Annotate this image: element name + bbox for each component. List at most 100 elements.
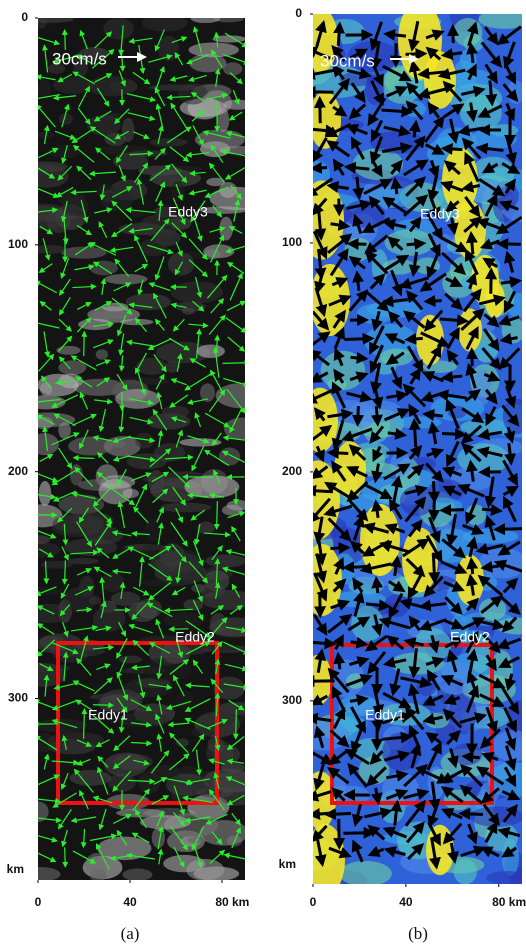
texture [25, 604, 72, 623]
texture [102, 190, 133, 211]
texture [162, 406, 189, 418]
vector [74, 458, 94, 459]
texture [126, 293, 171, 310]
texture [196, 344, 224, 357]
texture [70, 770, 112, 786]
texture [186, 859, 224, 881]
texture [23, 206, 68, 229]
texture [96, 349, 108, 359]
texture [58, 495, 104, 515]
scale-label: 30cm/s [320, 51, 375, 70]
vector [345, 566, 371, 567]
x-unit: km [232, 895, 249, 909]
vector [223, 363, 250, 364]
texture [103, 18, 133, 40]
y-unit: km [279, 857, 296, 871]
vector [350, 244, 367, 245]
vector [433, 553, 434, 582]
y-tick-label: 200 [8, 464, 28, 478]
texture [424, 51, 456, 109]
vector [320, 99, 321, 123]
y-tick-label: 100 [282, 235, 302, 249]
eddy-label: Eddy3 [420, 206, 460, 222]
vector [338, 24, 339, 45]
x-tick-label: 0 [310, 895, 317, 909]
vector [425, 414, 443, 416]
x-tick-label: 0 [35, 895, 42, 909]
texture [20, 867, 60, 882]
texture [209, 617, 257, 637]
texture [87, 115, 121, 136]
vector [339, 819, 340, 847]
texture [89, 596, 101, 604]
texture [70, 464, 83, 485]
vector [376, 579, 378, 593]
texture [122, 869, 152, 881]
texture [223, 62, 242, 75]
eddy-label: Eddy3 [168, 204, 208, 220]
vector [464, 756, 479, 757]
x-tick-label: 40 [123, 895, 137, 909]
y-tick-label: 100 [8, 237, 28, 251]
texture [68, 558, 99, 564]
vector [483, 566, 498, 568]
texture [385, 229, 435, 255]
texture [454, 859, 477, 885]
texture [216, 383, 270, 409]
vector [407, 338, 422, 339]
texture [24, 16, 74, 23]
caption: (b) [408, 924, 428, 943]
texture [219, 788, 254, 806]
eddy-label: Eddy1 [88, 707, 128, 723]
y-unit: km [7, 862, 24, 876]
texture [197, 522, 215, 535]
texture [40, 382, 52, 396]
texture [35, 719, 87, 733]
vector [358, 406, 359, 424]
x-tick-label: 80 [215, 895, 229, 909]
vector [217, 501, 218, 529]
vector [471, 560, 472, 574]
vector [434, 481, 435, 500]
vector [236, 710, 237, 739]
vector [442, 434, 464, 435]
texture [30, 535, 50, 544]
x-tick-label: 80 [492, 895, 506, 909]
vector [482, 509, 500, 511]
texture [127, 453, 167, 469]
eddy-label: Eddy2 [175, 629, 215, 645]
texture [219, 447, 240, 465]
texture [119, 656, 143, 664]
texture [85, 853, 108, 877]
texture [136, 358, 166, 375]
texture [104, 753, 148, 777]
vector [93, 705, 113, 706]
texture [163, 612, 205, 627]
vector [444, 376, 462, 378]
vector [440, 319, 466, 321]
texture [142, 14, 187, 31]
vector [65, 30, 66, 50]
texture [479, 598, 506, 620]
vector [471, 45, 473, 63]
vector [350, 357, 365, 358]
vector [444, 148, 463, 149]
vector [406, 54, 425, 55]
vector [344, 338, 371, 339]
scale-label: 30cm/s [52, 49, 107, 68]
vector [330, 453, 349, 454]
eddy-label: Eddy1 [365, 707, 405, 723]
vector [414, 123, 416, 138]
texture [189, 42, 239, 57]
vector [407, 243, 424, 245]
vector [461, 814, 483, 815]
x-tick-label: 40 [399, 895, 413, 909]
texture [486, 871, 526, 885]
vector [496, 529, 524, 530]
vector [65, 847, 66, 866]
vector [471, 234, 473, 254]
vector [442, 510, 464, 511]
x-unit: km [509, 895, 526, 909]
y-tick-label: 300 [8, 691, 28, 705]
texture [116, 809, 165, 818]
